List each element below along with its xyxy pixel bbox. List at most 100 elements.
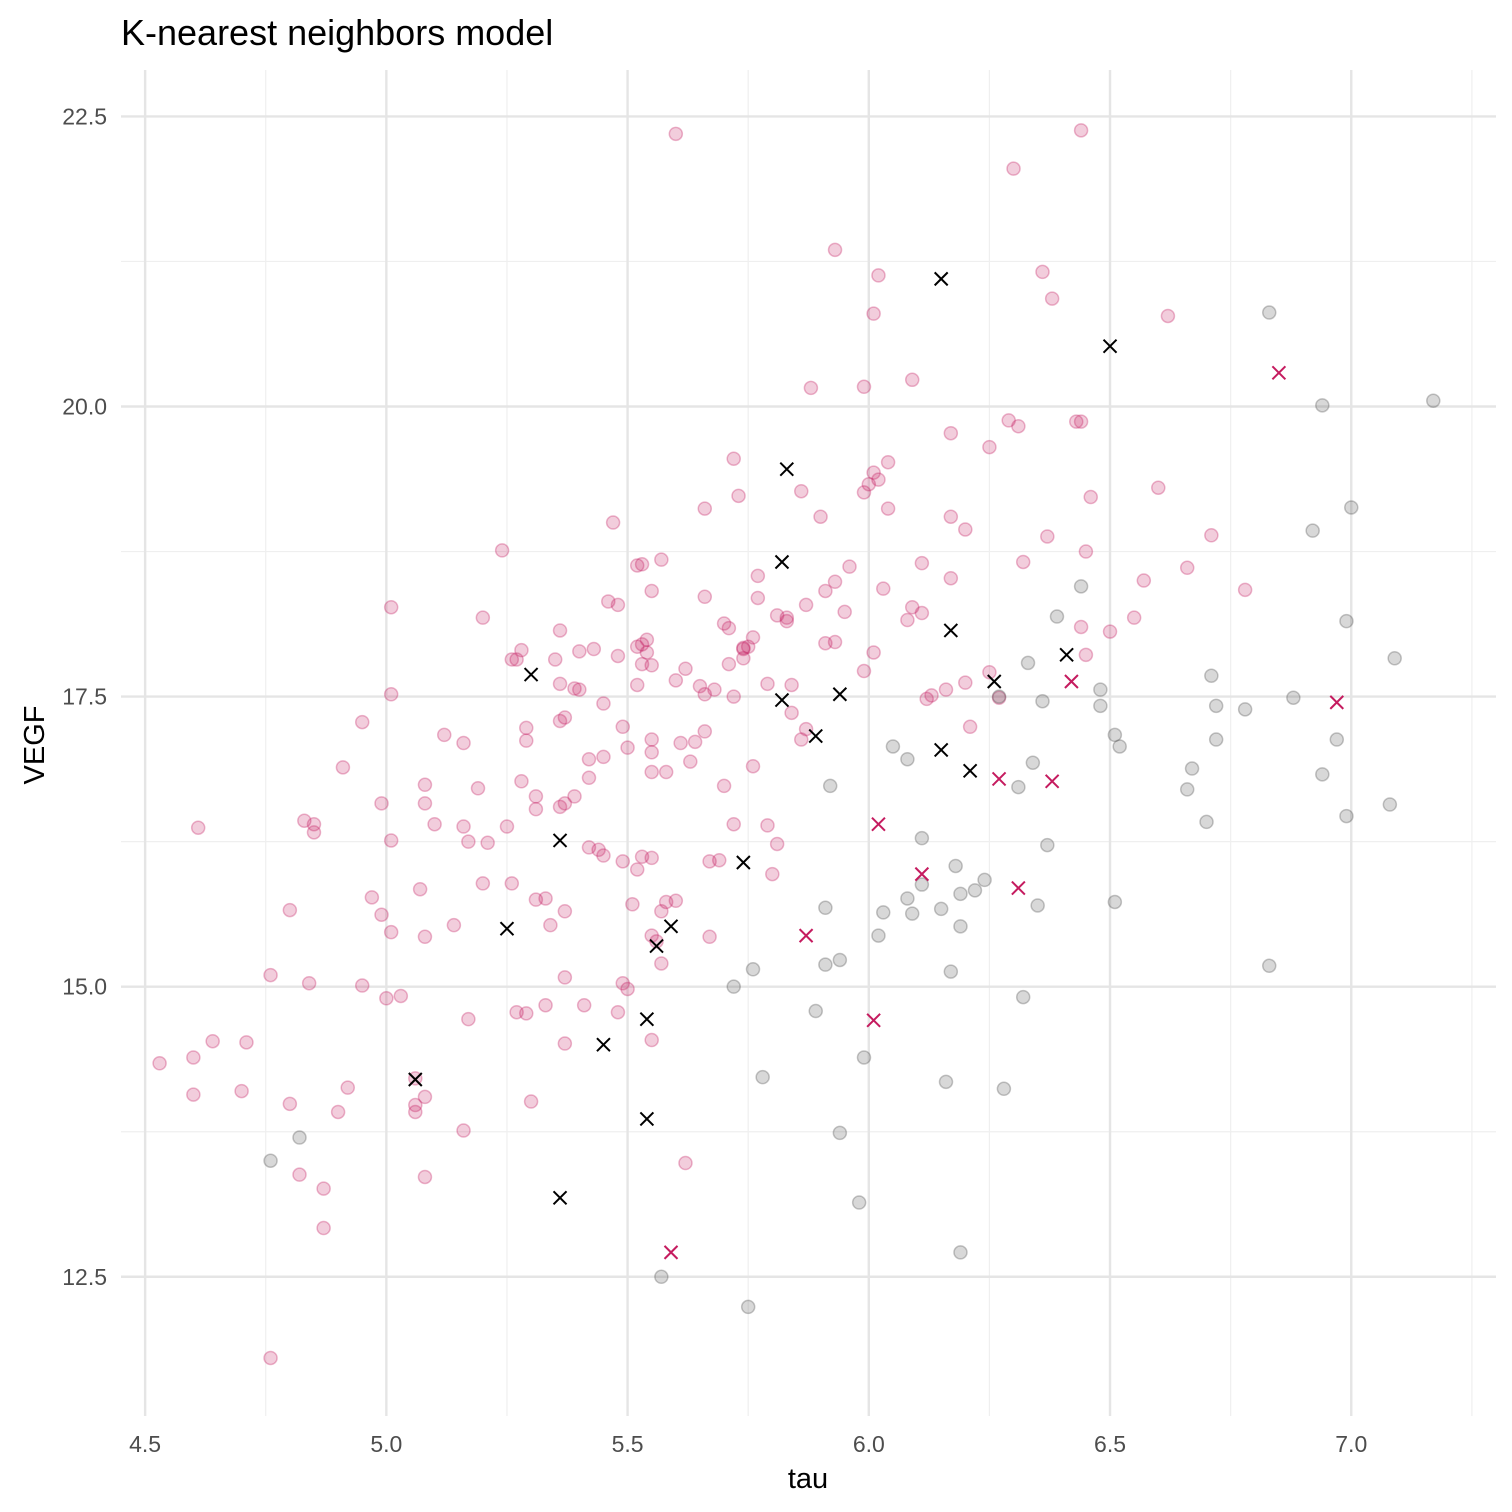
data-point: [1151, 480, 1166, 495]
data-point: [629, 558, 645, 573]
data-point: [716, 616, 732, 631]
data-point: [605, 515, 621, 530]
data-point: [306, 825, 322, 840]
data-point: [1093, 698, 1108, 714]
data-point: [654, 956, 669, 971]
data-point: [596, 749, 611, 765]
data-point: [581, 770, 597, 786]
data-point-cross: [991, 771, 1007, 787]
data-point: [456, 735, 471, 751]
data-point: [1339, 613, 1354, 629]
data-point: [436, 727, 452, 743]
data-point: [1078, 647, 1094, 663]
data-point: [1204, 668, 1219, 683]
data-point: [1015, 989, 1031, 1005]
data-point: [760, 676, 775, 692]
data-point-cross: [987, 674, 1002, 689]
data-point: [412, 881, 428, 897]
data-point: [263, 1350, 278, 1366]
data-point-cross: [798, 928, 814, 943]
data-point: [697, 589, 713, 605]
data-point: [316, 1220, 331, 1236]
data-point: [591, 842, 606, 858]
data-point: [639, 632, 655, 647]
data-point: [856, 1050, 872, 1065]
data-point: [977, 872, 992, 888]
data-point: [470, 781, 486, 796]
data-point: [1179, 782, 1195, 797]
data-point: [1237, 702, 1253, 717]
data-point: [1073, 123, 1089, 138]
data-point: [538, 997, 553, 1013]
data-point: [456, 1123, 471, 1138]
data-point: [1073, 414, 1089, 429]
data-point: [904, 906, 920, 921]
data-point: [866, 306, 881, 321]
data-point: [914, 605, 930, 621]
data-point: [745, 962, 761, 977]
data-point: [871, 928, 886, 943]
data-point: [572, 644, 587, 659]
data-point: [958, 675, 973, 690]
data-point: [364, 890, 380, 905]
data-point: [417, 1169, 433, 1185]
data-point: [644, 732, 659, 747]
data-point: [721, 656, 737, 672]
data-point: [1136, 573, 1152, 588]
data-point: [567, 789, 582, 804]
data-point: [335, 760, 351, 775]
data-point: [282, 902, 298, 918]
data-point: [798, 721, 814, 737]
data-point: [697, 687, 713, 702]
data-point: [842, 559, 857, 574]
data-point: [581, 751, 597, 767]
data-point: [745, 630, 761, 645]
data-point: [982, 664, 997, 680]
data-point: [461, 834, 476, 849]
data-point-cross: [808, 728, 823, 744]
data-point: [301, 975, 317, 991]
data-point: [629, 639, 645, 654]
data-point: [885, 739, 901, 754]
data-point: [736, 640, 751, 656]
data-point: [900, 891, 915, 906]
data-point-cross: [639, 1011, 655, 1027]
data-point: [1387, 651, 1402, 666]
data-point: [538, 891, 553, 906]
y-tick-label: 20.0: [62, 394, 107, 420]
data-point: [504, 652, 520, 667]
data-point: [1035, 693, 1050, 709]
data-point: [297, 813, 312, 828]
data-point-cross: [663, 1245, 679, 1260]
data-point-cross: [1329, 695, 1344, 710]
data-point: [528, 801, 544, 817]
data-point: [750, 590, 766, 606]
data-point: [1315, 767, 1330, 782]
data-point: [769, 608, 785, 623]
data-point: [924, 688, 939, 703]
data-point: [871, 472, 886, 487]
data-point-cross: [774, 554, 790, 570]
data-point: [818, 957, 833, 972]
data-point: [1315, 398, 1330, 413]
data-point: [755, 1069, 770, 1085]
data-point: [408, 1097, 423, 1113]
data-point-cross: [552, 833, 568, 848]
data-point: [456, 819, 471, 834]
data-point: [1344, 500, 1359, 515]
data-point-cross: [499, 921, 515, 936]
data-point: [639, 645, 655, 660]
data-point: [408, 1104, 423, 1120]
data-point: [856, 485, 872, 500]
data-point: [634, 557, 650, 572]
data-point: [654, 552, 669, 567]
data-point: [629, 677, 645, 693]
data-point: [958, 522, 973, 537]
data-point: [697, 724, 713, 739]
data-point: [668, 893, 684, 909]
data-point: [808, 1003, 823, 1019]
data-point: [417, 1089, 433, 1105]
data-point-cross: [408, 1072, 423, 1087]
data-point: [760, 818, 775, 833]
data-point: [668, 673, 684, 688]
